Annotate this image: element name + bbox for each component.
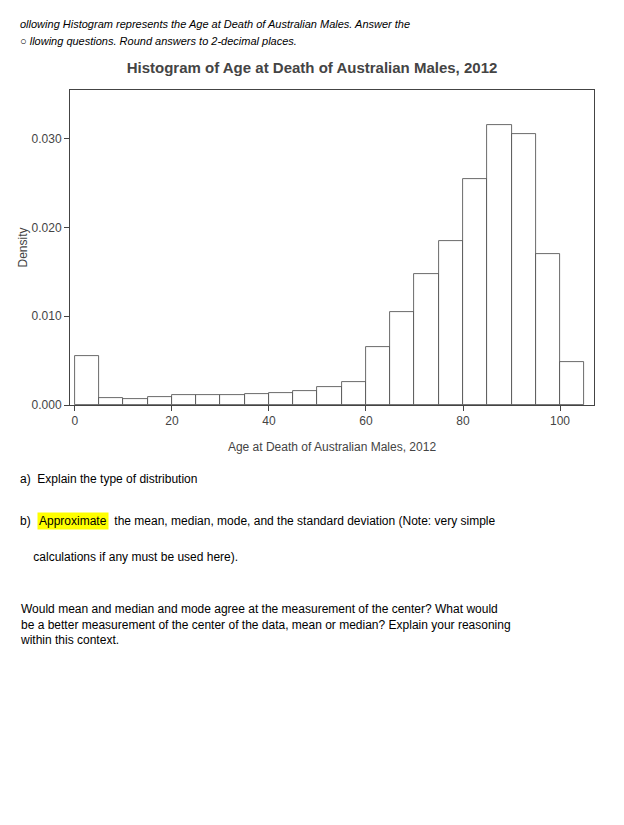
svg-text:a) Explain the type of distri: a) Explain the type of distribution — [20, 472, 197, 486]
svg-text:0: 0 — [72, 414, 79, 428]
svg-text:0.020: 0.020 — [32, 221, 62, 235]
svg-text:Histogram of Age at Death of A: Histogram of Age at Death of Australian … — [127, 59, 498, 76]
svg-text:80: 80 — [456, 414, 470, 428]
svg-text:0.010: 0.010 — [32, 309, 62, 323]
svg-text:0.000: 0.000 — [32, 398, 62, 412]
svg-text:60: 60 — [359, 414, 373, 428]
svg-text:b): b) — [20, 514, 37, 528]
svg-text:Age at Death of Australian Mal: Age at Death of Australian Males, 2012 — [228, 440, 436, 454]
svg-text:Approximate: Approximate — [39, 514, 107, 528]
svg-text:0.030: 0.030 — [32, 132, 62, 146]
svg-text:Density: Density — [16, 227, 30, 267]
svg-text:40: 40 — [262, 414, 276, 428]
svg-text:20: 20 — [165, 414, 179, 428]
svg-text:Would mean and median and mode: Would mean and median and mode agree at … — [20, 602, 511, 647]
svg-text:calculations if any must be us: calculations if any must be used here). — [20, 550, 238, 564]
svg-text:○ llowing questions. Round ans: ○ llowing questions. Round answers to 2-… — [20, 35, 297, 47]
svg-text:100: 100 — [550, 414, 570, 428]
svg-text:the mean, median, mode, and th: the mean, median, mode, and the standard… — [111, 514, 496, 528]
svg-text:ollowing Histogram represents: ollowing Histogram represents the Age at… — [20, 18, 410, 30]
